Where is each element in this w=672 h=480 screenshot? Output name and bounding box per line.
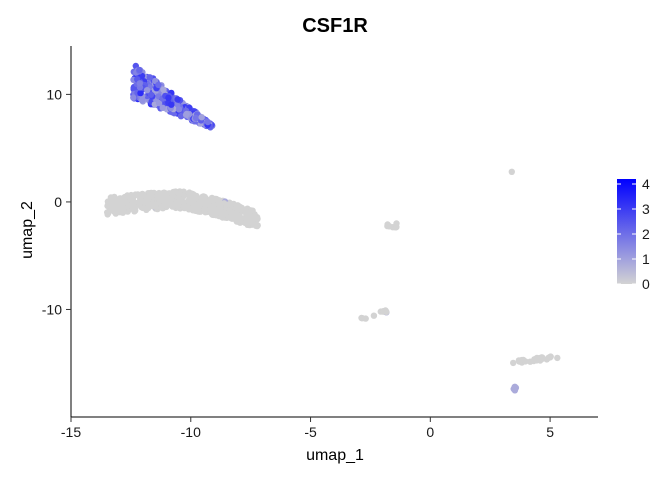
- color-legend: 0 1 2 3 4: [617, 176, 650, 292]
- data-point: [146, 191, 153, 198]
- x-axis-title: umap_1: [306, 447, 364, 464]
- data-point: [508, 168, 515, 175]
- data-point: [511, 383, 519, 390]
- x-tick-label: -5: [304, 424, 317, 440]
- data-point: [554, 354, 561, 362]
- data-point: [155, 189, 163, 197]
- data-point: [131, 208, 138, 215]
- data-point: [198, 114, 205, 121]
- data-point: [233, 209, 240, 217]
- data-point: [175, 106, 183, 113]
- data-point: [159, 104, 166, 112]
- colorbar-label: 4: [642, 176, 650, 192]
- data-point: [145, 204, 152, 212]
- colorbar-label: 1: [642, 251, 650, 267]
- colorbar-label: 0: [642, 276, 650, 292]
- data-point: [233, 204, 240, 211]
- data-point: [201, 195, 208, 202]
- data-point: [533, 357, 540, 364]
- colorbar-label: 3: [642, 201, 650, 217]
- data-point: [174, 96, 181, 103]
- data-point: [217, 203, 224, 210]
- data-point: [214, 196, 221, 204]
- axes: -15 -10 -5 0 5 -10 0 10: [42, 46, 598, 440]
- y-tick-label: -10: [42, 301, 62, 317]
- data-point: [384, 221, 391, 228]
- data-point: [248, 207, 255, 214]
- data-point: [226, 208, 233, 215]
- data-point: [177, 113, 185, 120]
- data-point: [159, 197, 166, 204]
- data-point: [137, 89, 144, 97]
- data-point: [201, 202, 209, 209]
- x-tick-label: 5: [546, 424, 554, 440]
- data-point: [208, 203, 216, 211]
- data-point: [370, 312, 378, 319]
- data-point: [112, 205, 119, 212]
- data-point: [168, 101, 175, 108]
- x-tick-label: -10: [181, 424, 201, 440]
- data-point: [165, 94, 172, 102]
- data-point: [211, 211, 219, 218]
- y-tick-label: 10: [46, 86, 62, 102]
- data-point: [206, 197, 213, 205]
- data-point: [174, 203, 182, 210]
- data-point: [160, 86, 167, 93]
- data-point: [136, 66, 143, 74]
- data-point: [116, 208, 124, 216]
- data-point: [192, 114, 200, 122]
- scatter-points: [104, 62, 561, 394]
- data-point: [123, 198, 130, 205]
- data-point: [242, 215, 249, 222]
- colorbar: [617, 179, 636, 284]
- data-point: [125, 193, 132, 200]
- data-point: [105, 210, 112, 217]
- data-point: [146, 74, 153, 81]
- data-point: [527, 358, 534, 365]
- data-point: [240, 206, 247, 213]
- data-point: [225, 214, 232, 221]
- data-point: [516, 358, 523, 365]
- data-point: [187, 199, 194, 206]
- data-point: [190, 207, 197, 214]
- colorbar-label: 2: [642, 226, 650, 242]
- y-tick-label: 0: [54, 194, 62, 210]
- data-point: [147, 91, 155, 98]
- data-point: [522, 358, 529, 365]
- data-point: [165, 196, 173, 203]
- data-point: [143, 87, 151, 94]
- y-axis-title: umap_2: [19, 201, 36, 259]
- data-point: [127, 202, 135, 209]
- data-point: [183, 110, 190, 118]
- data-point: [136, 80, 143, 87]
- data-point: [393, 223, 400, 231]
- data-point: [176, 196, 183, 204]
- data-point: [138, 97, 146, 104]
- x-tick-label: 0: [426, 424, 434, 440]
- data-point: [193, 192, 200, 200]
- data-point: [510, 359, 517, 367]
- data-point: [108, 198, 116, 206]
- data-point: [175, 191, 183, 198]
- x-tick-label: -15: [61, 424, 81, 440]
- data-point: [132, 191, 139, 198]
- chart-title: CSF1R: [302, 15, 368, 37]
- data-point: [195, 208, 202, 215]
- data-point: [204, 118, 211, 126]
- data-point: [358, 314, 365, 322]
- data-point: [130, 94, 137, 101]
- data-point: [155, 81, 162, 89]
- data-point: [144, 199, 151, 206]
- data-point: [234, 215, 242, 222]
- data-point: [383, 308, 390, 316]
